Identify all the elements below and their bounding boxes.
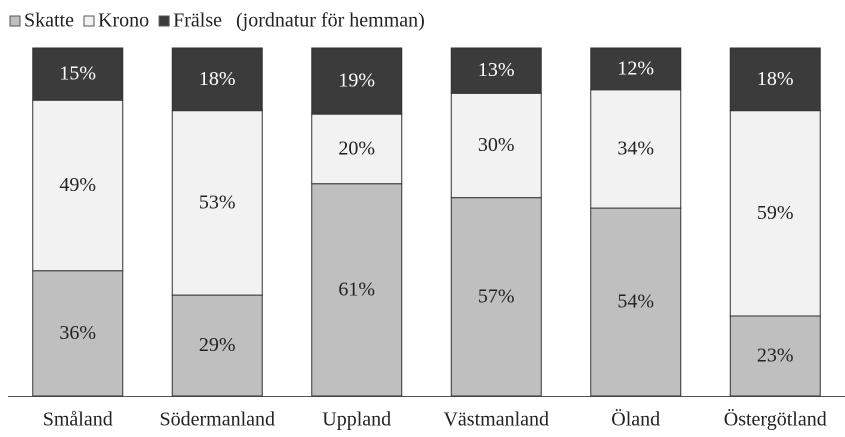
- bar-segment: [729, 110, 821, 317]
- value-label: 12%: [617, 57, 654, 79]
- value-label: 29%: [199, 334, 236, 356]
- bar-segment: [32, 270, 124, 397]
- x-tick-label: Öland: [611, 408, 660, 431]
- value-label: 57%: [478, 285, 515, 307]
- value-label: 54%: [617, 291, 654, 313]
- value-label: 18%: [757, 68, 794, 90]
- value-label: 36%: [59, 322, 96, 344]
- bar-segment: [450, 197, 542, 397]
- bar-segment: [729, 47, 821, 112]
- bar-segment: [171, 110, 263, 296]
- bar-segment: [171, 294, 263, 397]
- bar-segment: [450, 92, 542, 199]
- value-label: 13%: [478, 59, 515, 81]
- legend-label: Krono: [98, 10, 149, 32]
- value-label: 53%: [199, 191, 236, 213]
- bar-segment: [450, 47, 542, 94]
- x-tick-label: Södermanland: [159, 409, 275, 431]
- value-label: 30%: [478, 134, 515, 156]
- x-tick-label: Östergötland: [724, 408, 827, 431]
- value-label: 18%: [199, 68, 236, 90]
- bar-segment: [311, 47, 403, 115]
- subtitle: (jordnatur för hemman): [236, 10, 425, 32]
- bar-segment: [32, 99, 124, 272]
- value-label: 61%: [338, 278, 375, 300]
- value-label: 15%: [59, 63, 96, 85]
- bar-segment: [311, 183, 403, 397]
- legend-swatch: [9, 15, 21, 27]
- legend-swatch: [83, 15, 95, 27]
- legend-label: Frälse: [173, 10, 222, 32]
- bar-segment: [311, 113, 403, 185]
- bar-segment: [32, 47, 124, 101]
- bar-segment: [590, 89, 682, 209]
- bar-segment: [729, 315, 821, 397]
- x-tick-label: Uppland: [322, 409, 391, 431]
- value-label: 49%: [59, 174, 96, 196]
- x-tick-label: Småland: [43, 409, 113, 431]
- x-tick-label: Västmanland: [443, 409, 549, 431]
- legend-swatch: [158, 15, 170, 27]
- value-label: 34%: [617, 138, 654, 160]
- value-label: 59%: [757, 202, 794, 224]
- value-label: 20%: [338, 138, 375, 160]
- value-label: 23%: [757, 345, 794, 367]
- value-label: 19%: [338, 70, 375, 92]
- legend-label: Skatte: [24, 10, 74, 32]
- bar-segment: [590, 207, 682, 397]
- bar-segment: [590, 47, 682, 91]
- bar-segment: [171, 47, 263, 112]
